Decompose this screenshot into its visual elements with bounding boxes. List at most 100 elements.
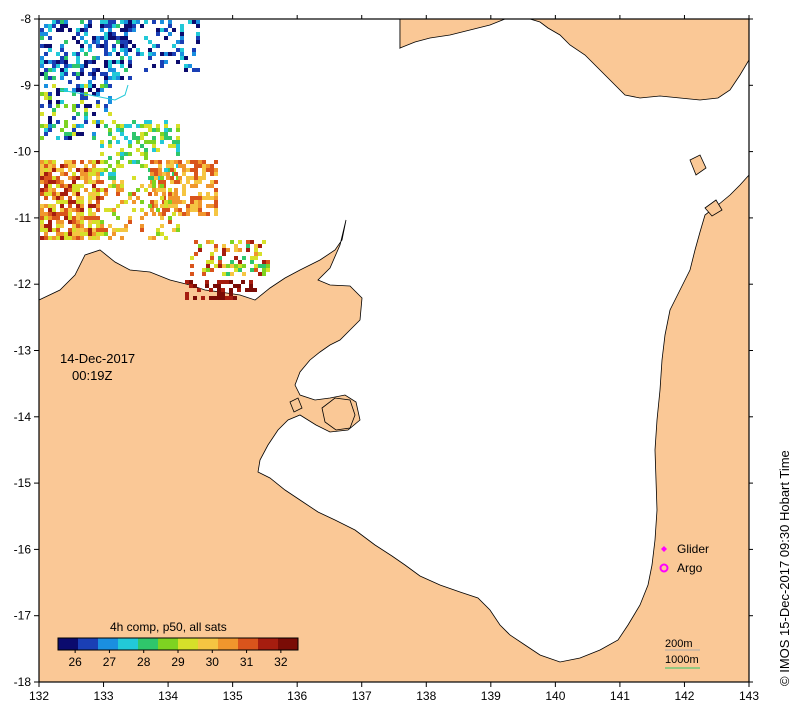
sst-pixel [132,132,136,136]
sst-pixel [182,200,186,204]
sst-pixel [60,76,64,80]
sst-pixel [108,24,112,28]
sst-pixel [88,228,92,232]
sst-pixel [40,164,44,168]
land-northern-territory [38,173,750,683]
sst-pixel [198,200,202,204]
sst-pixel [56,104,60,108]
sst-pixel [132,176,136,180]
sst-pixel [40,36,44,40]
sst-pixel [176,60,180,64]
sst-pixel [158,172,162,176]
sst-pixel [184,56,188,60]
sst-pixel [84,28,88,32]
colorbar-tick-label: 29 [171,655,185,669]
sst-pixel [68,220,72,224]
sst-pixel [72,36,76,40]
sst-pixel [52,24,56,28]
sst-pixel [104,20,108,24]
sst-pixel [160,216,164,220]
sst-pixel [182,168,186,172]
sst-pixel [218,264,222,268]
sst-pixel [40,60,44,64]
sst-pixel [190,200,194,204]
sst-pixel [48,60,52,64]
sst-pixel [56,60,60,64]
sst-pixel [72,104,76,108]
sst-pixel [60,164,64,168]
sst-pixel [48,224,52,228]
sst-pixel [190,184,194,188]
sst-pixel [174,204,178,208]
sst-pixel [64,20,68,24]
sst-pixel [96,44,100,48]
sst-pixel [148,140,152,144]
sst-pixel [120,44,124,48]
sst-pixel [180,40,184,44]
sst-pixel [108,236,112,240]
sst-pixel [92,232,96,236]
sst-pixel [100,228,104,232]
sst-pixel [48,172,52,176]
sst-pixel [206,268,210,272]
sst-pixel [194,176,198,180]
sst-pixel [104,84,108,88]
sst-pixel [44,160,48,164]
colorbar-segment [158,638,179,650]
sst-pixel [186,212,190,216]
sst-pixel [68,176,72,180]
sst-pixel [92,192,96,196]
sst-pixel [225,296,229,300]
sst-pixel [44,84,48,88]
sst-pixel [246,244,250,248]
sst-pixel [128,76,132,80]
sst-pixel [254,268,258,272]
sst-pixel [92,184,96,188]
sst-pixel [88,200,92,204]
sst-pixel [104,208,108,212]
sst-pixel [262,268,266,272]
lon-tick-label: 143 [739,689,759,703]
sst-pixel [76,176,80,180]
sst-pixel [88,160,92,164]
sst-pixel [222,272,226,276]
sst-pixel [124,44,128,48]
sst-pixel [108,176,112,180]
sst-pixel [84,116,88,120]
sst-pixel [60,232,64,236]
sst-pixel [60,60,64,64]
sst-pixel [64,236,68,240]
sst-pixel [214,192,218,196]
sst-pixel [234,268,238,272]
lon-tick-label: 133 [94,689,114,703]
sst-pixel [210,268,214,272]
sst-pixel [88,20,92,24]
sst-pixel [44,76,48,80]
sst-pixel [266,260,270,264]
sst-pixel [80,204,84,208]
sst-pixel [44,236,48,240]
sst-pixel [124,152,128,156]
sst-pixel [242,272,246,276]
lon-tick-label: 139 [481,689,501,703]
sst-pixel [128,216,132,220]
sst-pixel [96,208,100,212]
sst-pixel [56,220,60,224]
sst-pixel [132,136,136,140]
sst-pixel [194,180,198,184]
sst-pixel [60,208,64,212]
sst-pixel [56,200,60,204]
sst-pixel [52,168,56,172]
sst-pixel [52,64,56,68]
sst-pixel [112,76,116,80]
sst-pixel [96,172,100,176]
sst-pixel [120,132,124,136]
sst-pixel [44,228,48,232]
sst-pixel [140,164,144,168]
sst-pixel [152,212,156,216]
sst-pixel [76,52,80,56]
sst-pixel [52,204,56,208]
sst-pixel [168,20,172,24]
sst-pixel [88,176,92,180]
sst-pixel [60,172,64,176]
